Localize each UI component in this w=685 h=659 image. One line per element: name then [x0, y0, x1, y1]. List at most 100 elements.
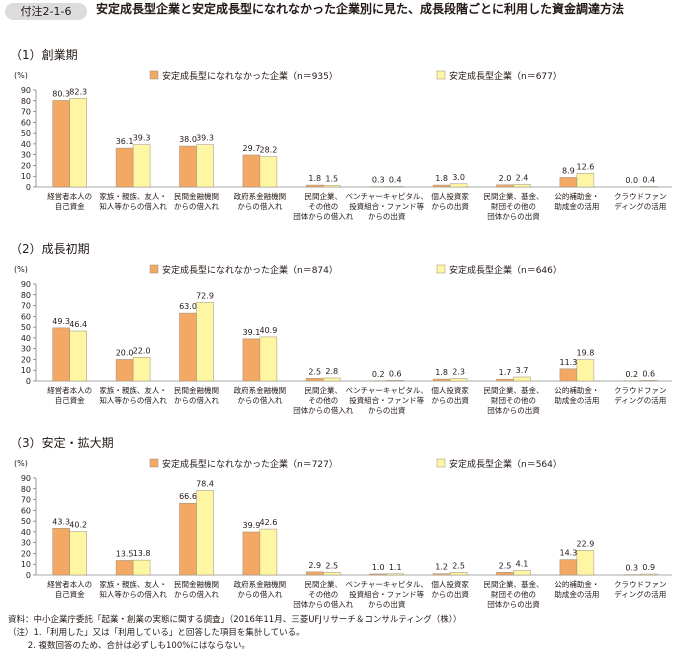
bar — [513, 570, 531, 576]
category-label: 家族・親族、友人・知人等からの借入れ — [99, 385, 167, 405]
data-label: 2.8 — [325, 367, 338, 376]
data-label: 2.3 — [452, 368, 465, 377]
y-tick-label: 80 — [21, 485, 31, 494]
bar — [496, 572, 514, 576]
bar — [115, 560, 134, 576]
data-label: 43.3 — [52, 517, 70, 526]
data-label: 20.0 — [116, 348, 134, 357]
data-label: 2.5 — [499, 561, 512, 570]
data-label: 63.0 — [179, 302, 197, 311]
legend-swatch — [436, 70, 446, 80]
bar — [69, 330, 87, 382]
bar — [432, 573, 451, 576]
note-1: （注）1.「利用した」又は「利用している」と回答した項目を集計している。 — [8, 628, 305, 638]
data-label: 42.6 — [259, 518, 277, 527]
data-label: 39.3 — [133, 134, 151, 143]
category-label: ベンチャーキャピタル、投資組合・ファンド等からの出資 — [345, 386, 427, 415]
category-label: クラウドファンディングの活用 — [614, 580, 667, 599]
bar — [369, 573, 387, 576]
data-label: 12.6 — [576, 162, 594, 171]
bar — [259, 528, 278, 576]
y-tick-label: 70 — [21, 108, 31, 117]
bar — [179, 145, 197, 188]
y-tick-label: 20 — [21, 161, 31, 170]
category-label: 政府系金融機関からの借入れ — [234, 385, 287, 405]
category-label: 経営者本人の自己資金 — [47, 579, 92, 599]
y-tick-label: 40 — [21, 140, 31, 149]
section-title: （2）成長初期 — [10, 242, 90, 256]
y-tick-label: 50 — [21, 517, 31, 526]
bar — [115, 359, 134, 382]
y-axis-unit: (%) — [14, 265, 28, 274]
legend-swatch — [436, 264, 446, 274]
source-notes: 資料：中小企業庁委託「起業・創業の実態に関する調査」（2016年11月、三菱UF… — [8, 614, 683, 653]
y-tick-label: 50 — [21, 323, 31, 332]
bar — [52, 528, 70, 576]
bar — [196, 490, 214, 576]
bar — [52, 100, 70, 188]
category-label: 政府系金融機関からの借入れ — [234, 579, 287, 599]
data-label: 36.1 — [116, 137, 134, 146]
bar — [132, 357, 151, 382]
data-label: 49.3 — [52, 317, 70, 326]
figure-label: 付注2-1-6 — [5, 3, 87, 20]
y-tick-label: 0 — [26, 377, 31, 386]
category-label: 民間企業、その他の団体からの借入れ — [293, 191, 353, 221]
data-label: 72.9 — [196, 291, 214, 300]
category-label: 民間企業、基金、財団その他の団体からの出資 — [484, 385, 544, 415]
data-label: 19.8 — [576, 349, 594, 358]
data-label: 40.2 — [69, 521, 87, 530]
bar — [323, 377, 341, 382]
y-tick-label: 10 — [21, 560, 31, 569]
bar — [449, 378, 468, 382]
data-label: 2.5 — [325, 561, 338, 570]
legend-label: 安定成長型になれなかった企業（n＝935） — [162, 70, 338, 82]
bar — [132, 559, 151, 576]
y-axis-unit: (%) — [14, 459, 28, 468]
bar — [179, 502, 197, 576]
data-label: 13.8 — [133, 549, 151, 558]
category-label: 公的補助金・助成金の活用 — [554, 191, 599, 211]
figure-header: 付注2-1-6 安定成長型企業と安定成長型になれなかった企業別に見た、成長段階ご… — [0, 0, 685, 40]
data-label: 1.0 — [372, 563, 385, 572]
category-label: 経営者本人の自己資金 — [47, 385, 92, 405]
data-label: 1.8 — [435, 368, 448, 377]
category-label: 民間企業、その他の団体からの借入れ — [293, 579, 353, 609]
legend-swatch — [149, 458, 159, 468]
data-label: 1.7 — [499, 368, 512, 377]
data-label: 39.3 — [196, 134, 214, 143]
data-label: 1.8 — [435, 174, 448, 183]
bar — [496, 378, 514, 382]
legend-label: 安定成長型になれなかった企業（n＝727） — [162, 458, 338, 470]
figure-title: 安定成長型企業と安定成長型になれなかった企業別に見た、成長段階ごとに利用した資金… — [96, 2, 625, 16]
y-axis-unit: (%) — [14, 71, 28, 80]
bar — [449, 183, 468, 188]
category-label: ベンチャーキャピタル、投資組合・ファンド等からの出資 — [345, 580, 427, 609]
data-label: 22.9 — [576, 539, 594, 548]
note-source: 資料：中小企業庁委託「起業・創業の実態に関する調査」（2016年11月、三菱UF… — [8, 615, 462, 625]
y-tick-label: 70 — [21, 302, 31, 311]
bar — [115, 147, 134, 188]
bar — [432, 378, 451, 382]
bar — [576, 173, 595, 188]
y-tick-label: 30 — [21, 345, 31, 354]
bar — [306, 571, 324, 576]
bar — [69, 531, 87, 576]
data-label: 13.5 — [116, 549, 134, 558]
data-label: 39.9 — [242, 521, 260, 530]
y-tick-label: 70 — [21, 496, 31, 505]
legend-label: 安定成長型企業（n＝646） — [449, 264, 562, 276]
legend-swatch — [149, 70, 159, 80]
bar — [259, 156, 278, 188]
data-label: 66.6 — [179, 492, 197, 501]
bar — [640, 380, 658, 382]
y-tick-label: 0 — [26, 571, 31, 580]
category-label: クラウドファンディングの活用 — [614, 386, 667, 405]
bar — [52, 327, 70, 382]
category-label: 個人投資家からの出資 — [431, 385, 469, 405]
data-label: 82.3 — [69, 87, 87, 96]
legend-label: 安定成長型になれなかった企業（n＝874） — [162, 264, 338, 276]
bar — [306, 378, 324, 382]
bar — [559, 559, 578, 576]
bar — [196, 302, 214, 382]
